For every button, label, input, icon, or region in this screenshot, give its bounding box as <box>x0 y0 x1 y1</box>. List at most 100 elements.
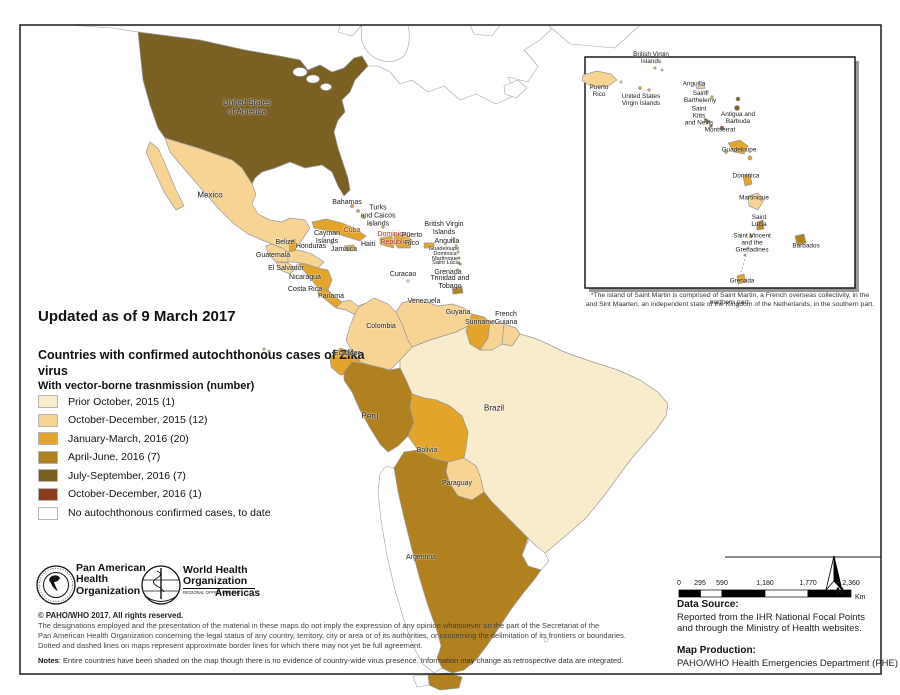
country-label: Bolivia <box>416 447 438 455</box>
inset-saint-martin <box>705 90 709 94</box>
antilles-dot-6 <box>456 268 460 272</box>
country-greenland <box>547 24 641 49</box>
copyright-line: © PAHO/WHO 2017. All rights reserved. <box>38 611 184 620</box>
inset-usvi-2 <box>647 88 651 92</box>
inset-martinique <box>747 192 765 211</box>
inset-bvi-1 <box>653 66 657 70</box>
north-arrow-icon <box>825 555 843 591</box>
scale-tick-label: 2,360 <box>842 580 860 587</box>
tierra-del-fuego-west <box>412 674 430 688</box>
country-label: Dominica <box>433 251 457 258</box>
inset-guadeloupe <box>727 139 749 155</box>
country-label: Peru <box>361 411 379 421</box>
country-cuba <box>311 218 367 242</box>
inset-island-label: Grenada <box>729 277 755 285</box>
country-label: Venezuela <box>407 298 441 306</box>
scale-tick-label: 0 <box>677 580 681 587</box>
inset-island-label: Montserrat <box>704 126 736 134</box>
country-haiti <box>379 235 395 249</box>
country-french-guiana <box>501 323 521 347</box>
legend-color-swatch <box>38 432 58 446</box>
country-label: Honduras <box>295 243 327 251</box>
country-label: Puerto Rico <box>401 232 423 247</box>
legend-label: October-December, 2016 (1) <box>68 488 202 501</box>
who-logo-text: World Health Organization <box>183 564 248 588</box>
cayman-islands <box>330 241 334 245</box>
notes-text: : Entire countries have been shaded on t… <box>58 656 624 665</box>
data-source-heading: Data Source: <box>677 599 739 610</box>
turks-caicos <box>381 225 385 229</box>
legend-label: October-December, 2015 (12) <box>68 414 208 427</box>
country-label: Curacao <box>389 271 417 279</box>
galapagos-3 <box>264 352 268 356</box>
legend-color-swatch <box>38 469 58 483</box>
legend: Prior October, 2015 (1) October-December… <box>38 395 271 525</box>
country-label: Bahamas <box>332 199 362 207</box>
galapagos-1 <box>262 347 266 351</box>
inset-island-label: Anguilla <box>682 80 706 88</box>
inset-antigua <box>734 105 740 111</box>
curacao-island <box>406 279 410 283</box>
inset-grenadines-2 <box>743 253 747 257</box>
legend-row: April-June, 2016 (7) <box>38 450 271 464</box>
inset-island-label: Guadeloupe <box>721 146 757 154</box>
bahamas-2 <box>356 209 360 213</box>
legend-row: October-December, 2015 (12) <box>38 413 271 427</box>
country-puerto-rico <box>423 242 435 249</box>
paho-logo-text: Pan American Health Organization <box>76 562 146 597</box>
inset-island-label: Martinique <box>739 194 769 202</box>
country-label: Guadeloupe <box>428 246 460 253</box>
inset-box <box>584 56 856 289</box>
antilles-dot-2 <box>454 244 458 248</box>
country-label: Costa Rica <box>287 286 323 294</box>
newfoundland <box>503 79 528 99</box>
legend-header: Countries with confirmed autochthonous c… <box>38 348 365 378</box>
falkland-islands <box>543 637 549 643</box>
country-label: Belize <box>275 239 295 247</box>
inset-grenadines-1 <box>746 246 750 250</box>
paho-logo-icon <box>36 565 76 605</box>
antilles-dot-1 <box>450 238 454 242</box>
country-jamaica <box>343 244 357 252</box>
north-arrow-label: N <box>836 586 844 598</box>
inset-island-label: Barbados <box>792 242 820 250</box>
country-label: Haiti <box>360 241 376 249</box>
hudson-bay <box>361 24 410 62</box>
antilles-dot-5 <box>458 262 462 266</box>
legend-label: July-September, 2016 (7) <box>68 469 186 482</box>
inset-vieques <box>619 80 623 84</box>
inset-barbados <box>794 233 807 246</box>
country-label: Argentina <box>406 554 436 562</box>
inset-saint-kitts <box>703 117 711 125</box>
bahamas-4 <box>368 222 372 226</box>
baja-california <box>145 141 185 211</box>
great-lake-2 <box>306 74 320 84</box>
inset-island-label: Saint Barthelemy <box>683 89 717 104</box>
scale-unit-label: Km <box>855 594 866 601</box>
country-label: Cuba <box>343 227 361 235</box>
country-label: Jamaica <box>330 246 358 254</box>
legend-color-swatch <box>38 506 58 520</box>
inset-dominica <box>742 173 753 187</box>
legend-color-swatch <box>38 487 58 501</box>
country-label: Panama <box>317 293 345 301</box>
legend-subheader: With vector-borne trasnmission (number) <box>38 380 255 392</box>
inset-island-label: Saint Lucia <box>751 213 767 228</box>
scale-tick-label: 590 <box>716 580 728 587</box>
legend-color-swatch <box>38 413 58 427</box>
country-mexico <box>164 137 311 253</box>
notes-line: Notes: Entire countries have been shaded… <box>38 656 623 665</box>
legend-color-swatch <box>38 450 58 464</box>
bahamas-3 <box>362 215 366 219</box>
bahamas-1 <box>349 203 355 209</box>
country-label: Nicaragua <box>289 274 321 282</box>
inset-guadeloupe-3 <box>724 150 728 154</box>
country-label: Saint Lucia <box>432 260 460 267</box>
country-label: Guatemala <box>255 252 291 260</box>
country-label: British Virgin Islands <box>424 221 464 236</box>
country-label: Martinique <box>431 256 459 263</box>
country-label: El Salvador <box>268 265 304 273</box>
great-lake-3 <box>320 83 332 91</box>
